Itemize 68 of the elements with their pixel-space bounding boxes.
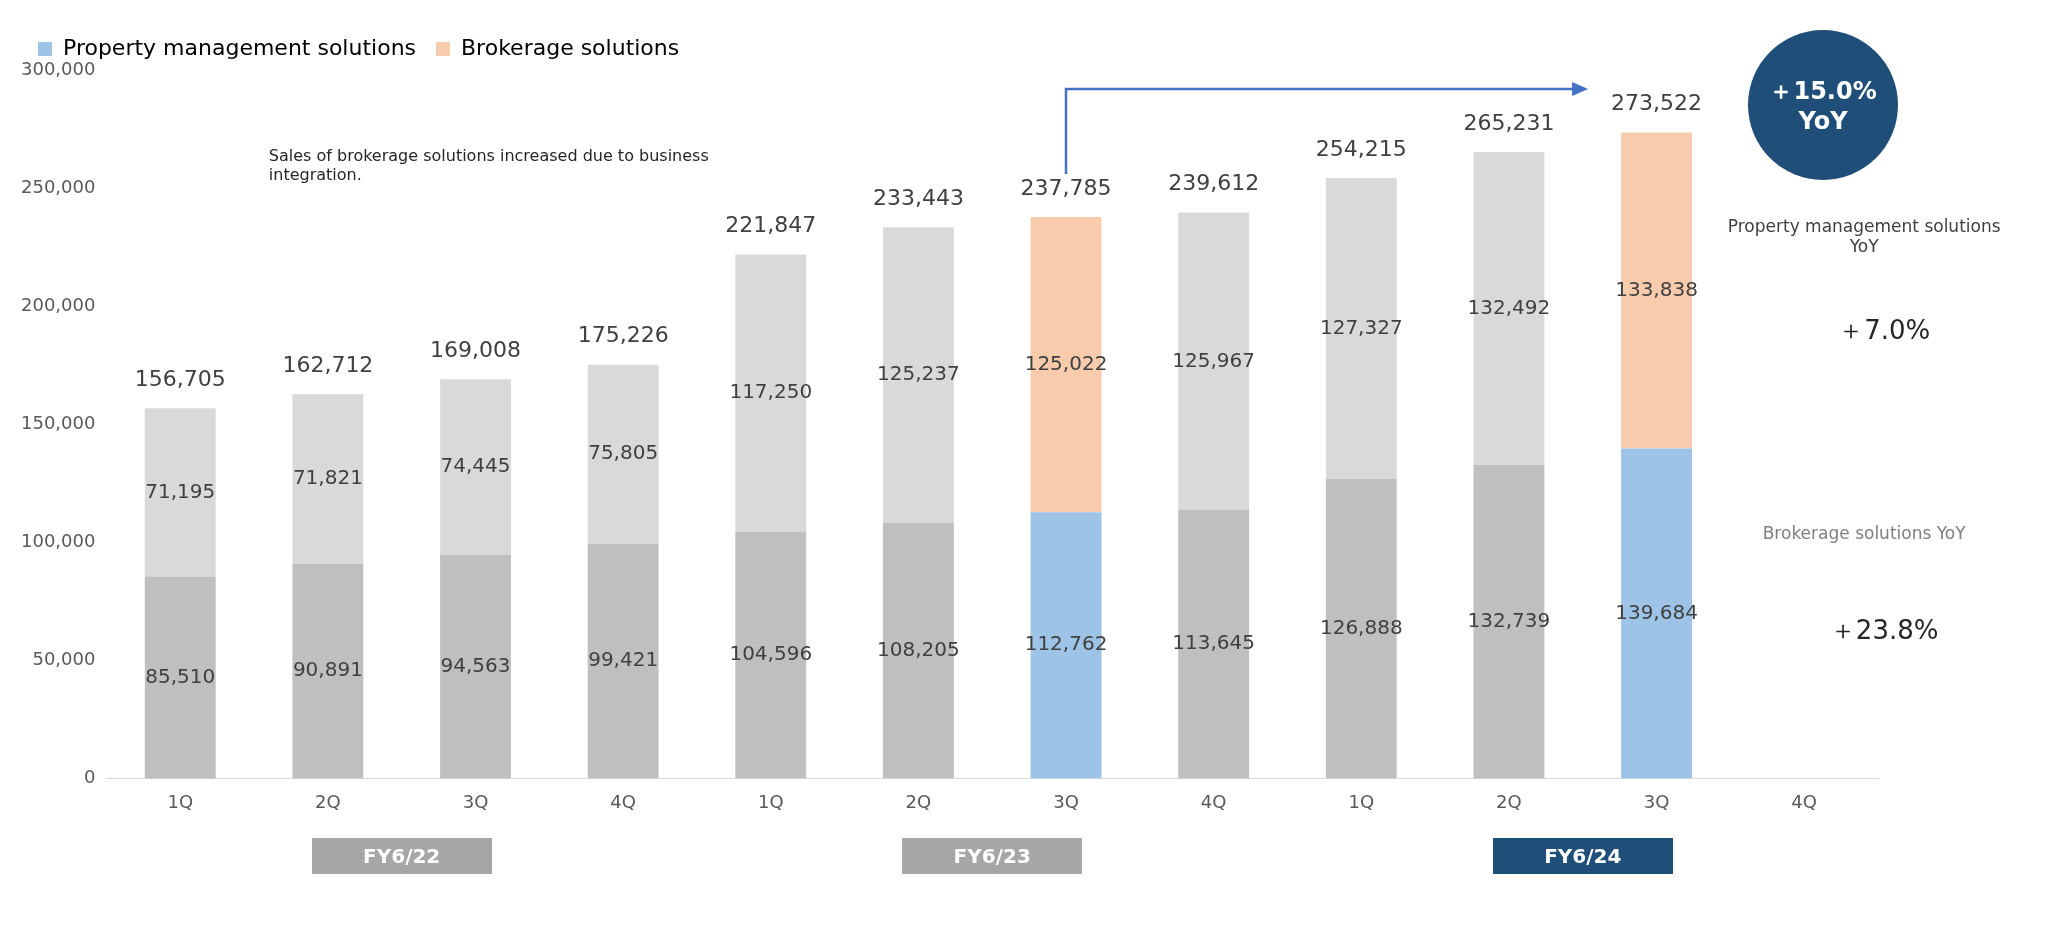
data-label: 113,645 bbox=[1172, 630, 1256, 655]
total-label: 265,231 bbox=[1463, 109, 1555, 135]
x-tick-label: 2Q bbox=[1496, 790, 1522, 812]
data-label: 125,022 bbox=[1024, 350, 1108, 375]
total-label: 175,226 bbox=[577, 322, 669, 348]
y-tick-label: 100,000 bbox=[21, 529, 96, 551]
total-label: 273,522 bbox=[1611, 90, 1703, 116]
data-label: 99,421 bbox=[588, 647, 659, 672]
bar bbox=[144, 408, 216, 577]
data-label: 108,205 bbox=[877, 636, 960, 661]
annotation: Sales of brokerage solutions increased due to business integration. bbox=[268, 145, 710, 184]
text: FY6/22 bbox=[311, 838, 492, 875]
data-label: 104,596 bbox=[729, 641, 813, 666]
x-tick-label: 1Q bbox=[167, 790, 194, 812]
legend-label: Property management solutions bbox=[63, 34, 417, 60]
data-label: 74,445 bbox=[440, 453, 511, 478]
x-tick-label: 1Q bbox=[757, 790, 784, 812]
total-label: 156,705 bbox=[134, 366, 226, 392]
data-label: 133,838 bbox=[1615, 276, 1698, 301]
x-tick-label: 3Q bbox=[1643, 790, 1670, 812]
text: FY6/24 bbox=[1492, 838, 1673, 875]
data-label: 85,510 bbox=[145, 663, 216, 688]
y-tick-label: 300,000 bbox=[21, 57, 96, 79]
total-label: 162,712 bbox=[282, 351, 374, 377]
total-label: 237,785 bbox=[1020, 174, 1112, 200]
x-tick-label: 4Q bbox=[1791, 790, 1817, 812]
bar bbox=[292, 563, 364, 779]
legend-label: Brokerage solutions bbox=[461, 34, 680, 60]
text: FY6/23 bbox=[902, 838, 1083, 875]
total-label: 233,443 bbox=[872, 184, 964, 210]
annotation: ＋7.0% bbox=[1837, 314, 1932, 348]
total-label: 239,612 bbox=[1168, 170, 1260, 196]
data-label: 75,805 bbox=[588, 440, 659, 465]
data-label: 125,967 bbox=[1172, 347, 1256, 372]
bar bbox=[440, 555, 511, 779]
x-tick-label: 3Q bbox=[462, 790, 489, 812]
x-tick-label: 3Q bbox=[1053, 790, 1079, 812]
bar bbox=[587, 543, 659, 779]
y-tick-label: 0 bbox=[83, 766, 96, 788]
x-tick-label: 4Q bbox=[1200, 790, 1227, 812]
data-label: 126,888 bbox=[1319, 614, 1403, 639]
data-label: 117,250 bbox=[729, 379, 813, 404]
total-label: 169,008 bbox=[430, 337, 521, 363]
y-tick-label: 150,000 bbox=[21, 411, 96, 433]
annotation: ＋23.8% bbox=[1828, 614, 1940, 648]
bar bbox=[292, 394, 364, 564]
x-tick-label: 2Q bbox=[905, 790, 932, 812]
bar bbox=[440, 379, 511, 556]
total-label: 254,215 bbox=[1315, 135, 1407, 161]
bar bbox=[144, 576, 216, 779]
data-label: 125,237 bbox=[877, 361, 960, 386]
y-tick-label: 50,000 bbox=[32, 648, 96, 670]
x-tick-label: 2Q bbox=[315, 790, 341, 812]
data-label: 94,563 bbox=[440, 652, 511, 677]
x-tick-label: 1Q bbox=[1348, 790, 1375, 812]
annotation: Property management solutions YoY bbox=[1726, 216, 2002, 257]
data-label: 71,195 bbox=[145, 478, 216, 503]
data-label: 132,492 bbox=[1467, 294, 1551, 319]
data-label: 127,327 bbox=[1319, 314, 1403, 339]
bar bbox=[587, 364, 659, 544]
y-tick-label: 200,000 bbox=[21, 293, 96, 315]
total-label: 221,847 bbox=[725, 212, 817, 238]
annotation: Brokerage solutions YoY bbox=[1761, 523, 1967, 544]
y-tick-label: 250,000 bbox=[21, 175, 96, 197]
x-tick-label: 4Q bbox=[610, 790, 636, 812]
data-label: 90,891 bbox=[292, 657, 363, 682]
data-label: 71,821 bbox=[292, 465, 363, 490]
data-label: 132,739 bbox=[1467, 607, 1551, 632]
